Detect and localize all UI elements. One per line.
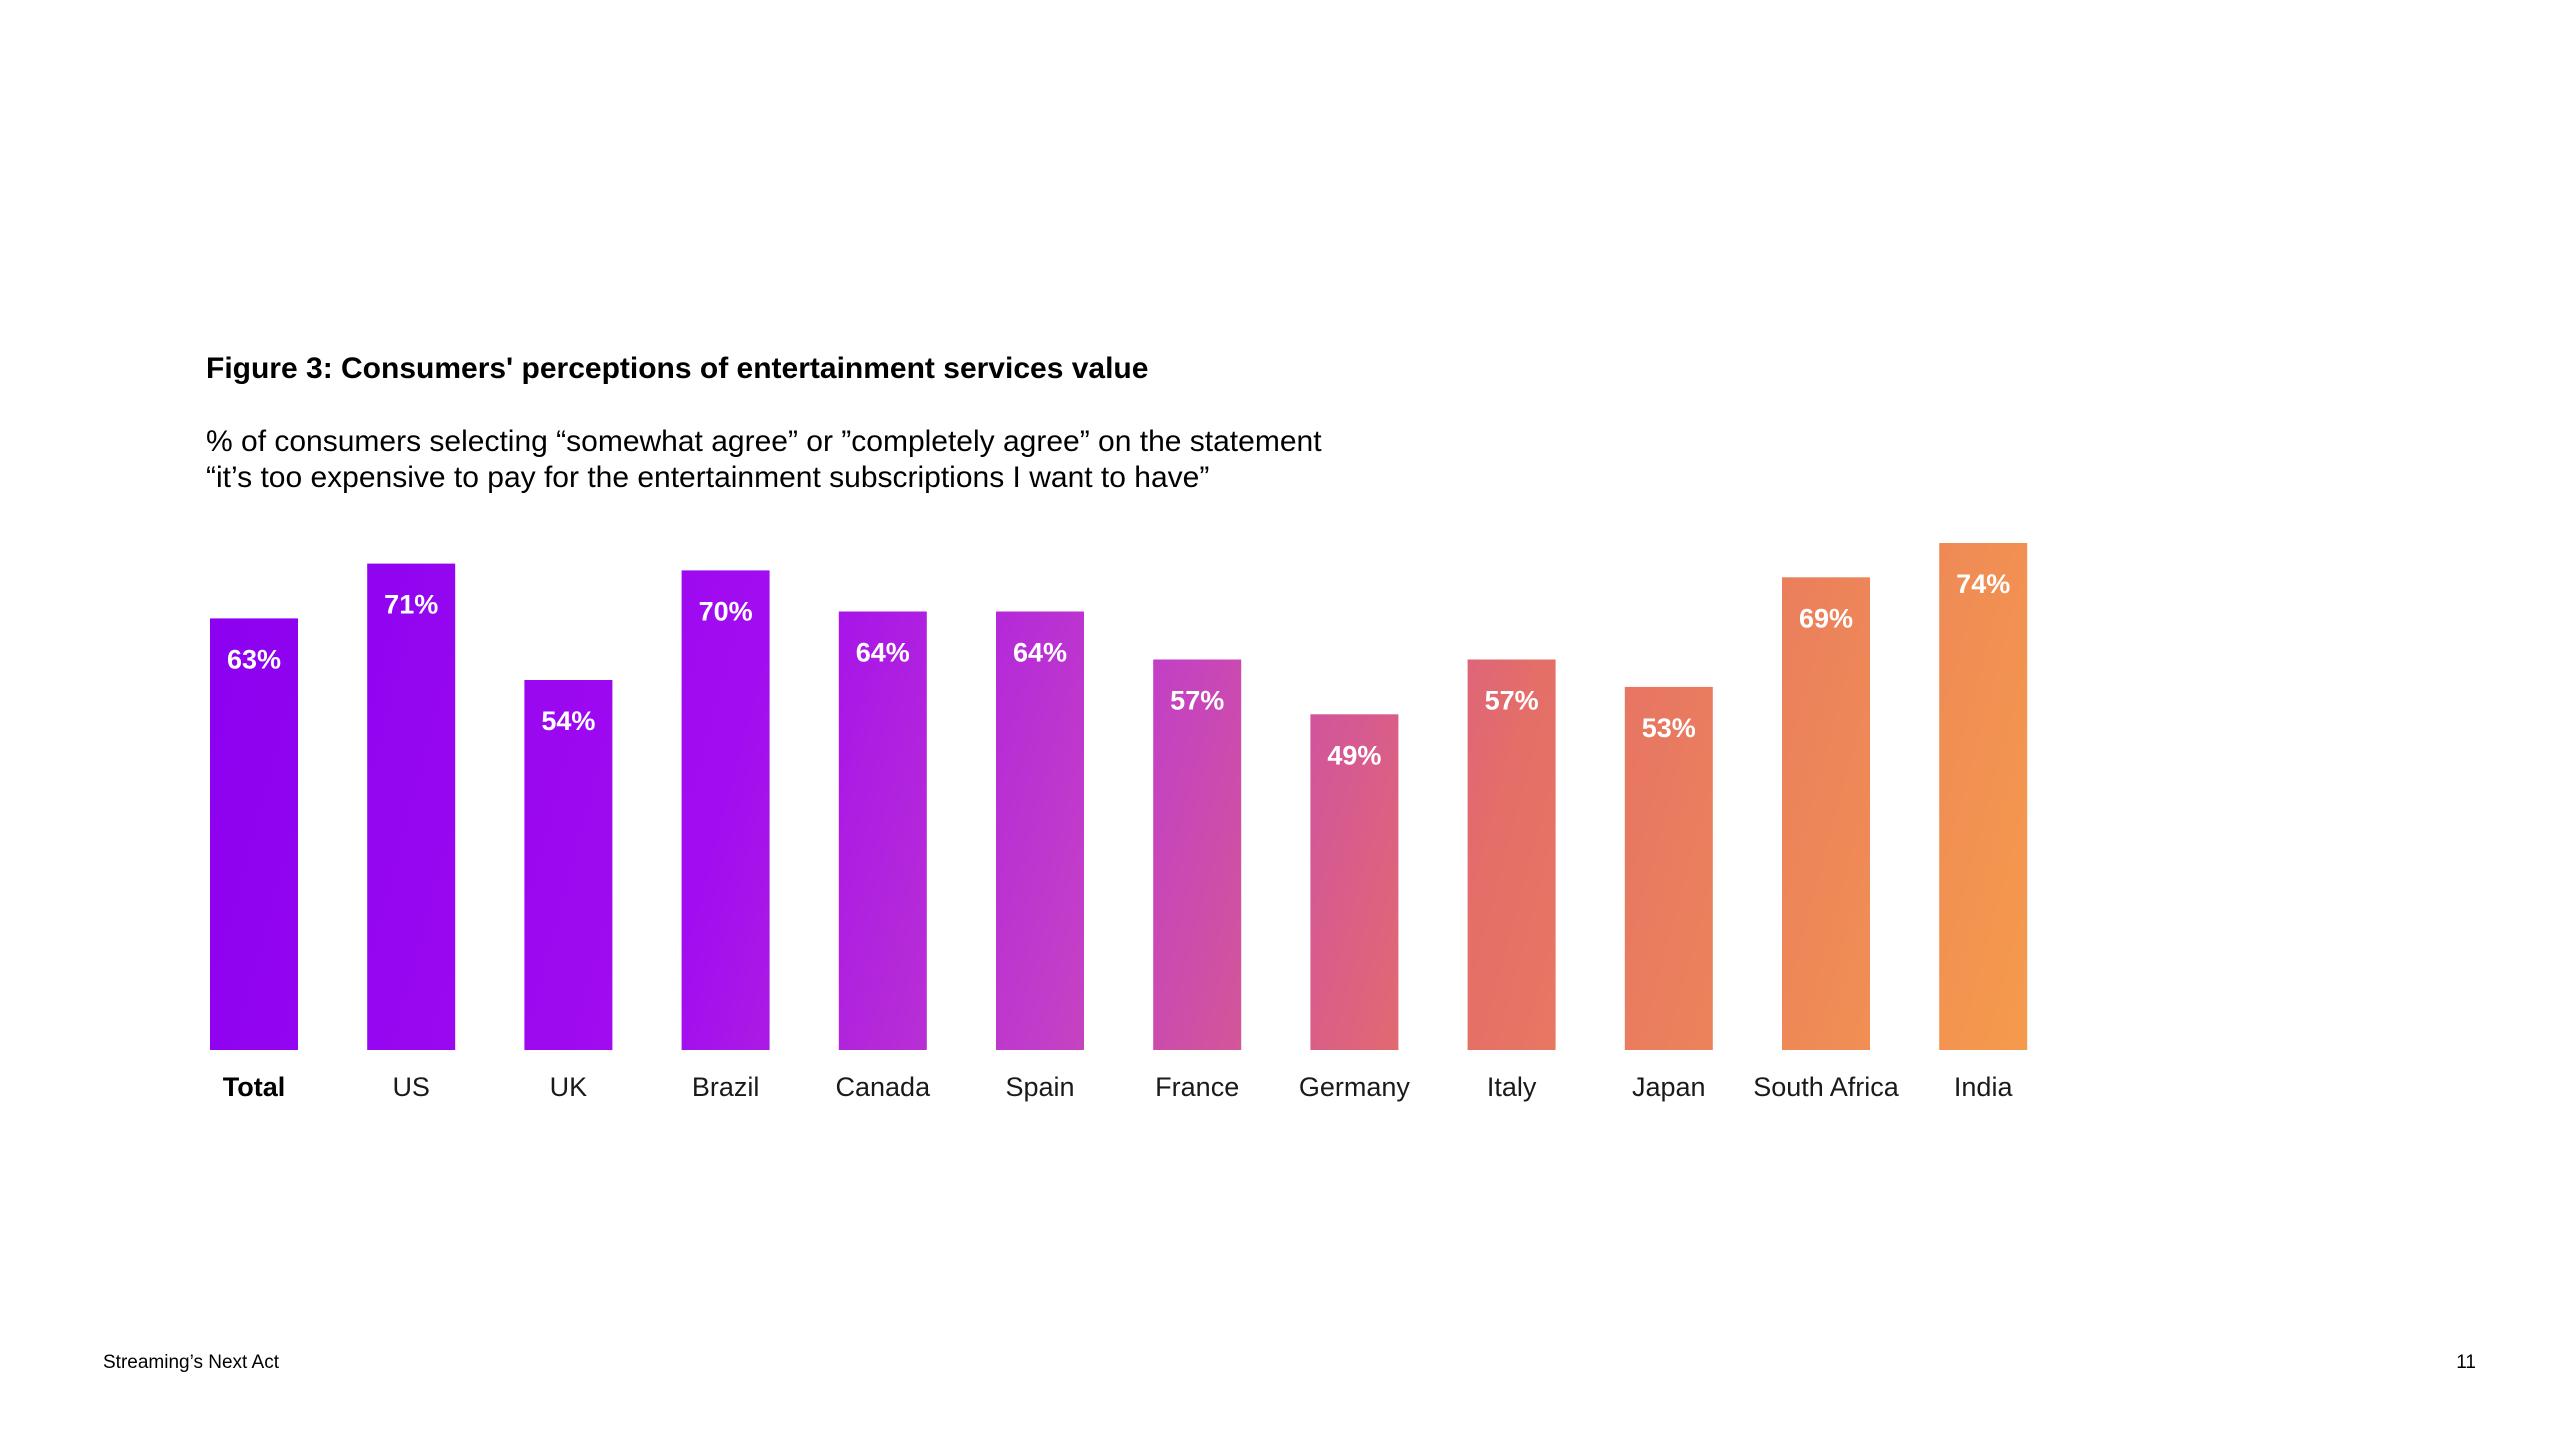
bar-uk [524,680,613,1050]
data-label-total: 63% [227,644,281,674]
bar-japan [1624,686,1713,1050]
x-tick-label-brazil: Brazil [692,1072,760,1102]
x-tick-label-france: France [1155,1072,1239,1102]
data-label-japan: 53% [1642,713,1696,743]
bar-india [1939,543,2028,1050]
x-tick-label-spain: Spain [1005,1072,1074,1102]
x-tick-label-us: US [392,1072,430,1102]
data-label-italy: 57% [1485,686,1539,716]
data-label-germany: 49% [1327,740,1381,770]
bar-brazil [681,570,770,1050]
x-tick-label-italy: Italy [1487,1072,1537,1102]
data-label-france: 57% [1170,686,1224,716]
x-tick-label-japan: Japan [1632,1072,1706,1102]
bar-south-africa [1782,577,1870,1050]
x-tick-label-germany: Germany [1299,1072,1411,1102]
bar-germany [1310,714,1399,1050]
bar-total [210,618,298,1050]
data-label-south-africa: 69% [1799,603,1853,633]
x-tick-label-south-africa: South Africa [1753,1072,1900,1102]
bar-france [1153,659,1242,1050]
bar-us [367,563,456,1050]
chart-title: Figure 3: Consumers' perceptions of ente… [206,352,1149,385]
chart-subtitle: % of consumers selecting “somewhat agree… [206,424,1322,496]
page-number: 11 [2456,1352,2476,1373]
bars-group [210,543,2028,1050]
bar-canada [838,611,927,1050]
x-tick-label-uk: UK [550,1072,588,1102]
data-label-spain: 64% [1013,638,1067,668]
bar-italy [1467,659,1556,1050]
data-labels-group: 63% 71% 54% 70% 64% 64% 57% 49% 57% 53% 69% 74% [227,569,2010,770]
data-label-us: 71% [384,590,438,620]
data-label-india: 74% [1956,569,2010,599]
subtitle-line-1: % of consumers selecting “somewhat agree… [206,425,1322,458]
x-tick-label-total: Total [223,1072,286,1102]
x-tick-label-canada: Canada [836,1072,932,1102]
subtitle-line-2: “it’s too expensive to pay for the enter… [206,461,1210,494]
x-tick-label-india: India [1954,1072,2014,1102]
data-label-canada: 64% [856,638,910,668]
x-axis-labels: Total US UK Brazil Canada Spain France Germany I… [223,1072,2014,1102]
data-label-brazil: 70% [699,596,753,626]
bar-spain [996,611,1084,1050]
data-label-uk: 54% [541,706,595,736]
footer-title: Streaming’s Next Act [103,1352,280,1373]
